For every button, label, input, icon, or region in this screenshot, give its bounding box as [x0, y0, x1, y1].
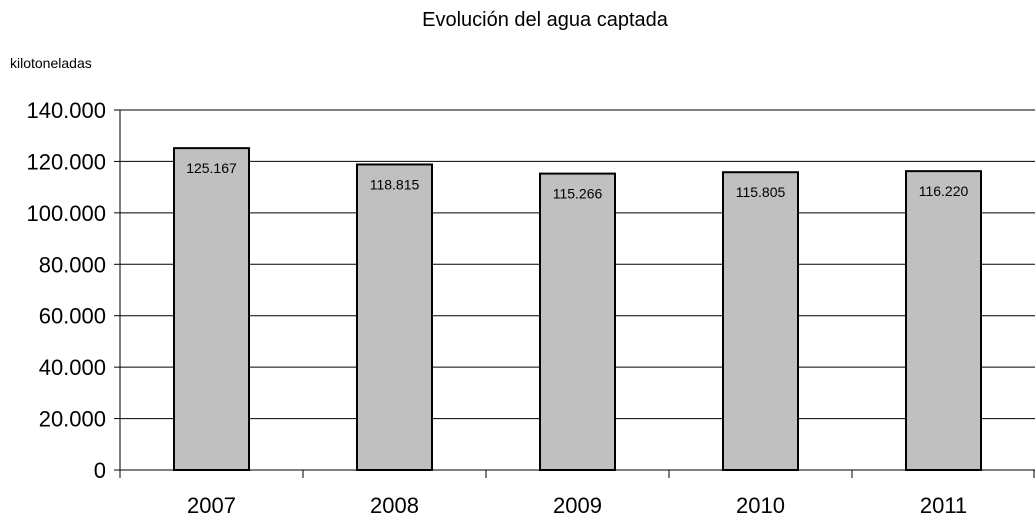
y-tick-label: 60.000 — [39, 304, 106, 329]
x-tick-label: 2007 — [187, 493, 236, 518]
y-axis-unit-label: kilotoneladas — [10, 55, 92, 71]
x-tick-label: 2009 — [553, 493, 602, 518]
bar — [173, 147, 250, 471]
chart-title: Evolución del agua captada — [422, 9, 669, 31]
bar — [722, 171, 799, 471]
y-tick-label: 40.000 — [39, 355, 106, 380]
bar-value-label: 125.167 — [186, 160, 237, 176]
bar-value-label: 116.220 — [919, 183, 969, 199]
y-tick-label: 140.000 — [26, 98, 106, 123]
labels: 0 20.000 40.000 60.000 80.000 100.000 120.000 1… — [26, 98, 968, 518]
y-tick-label: 80.000 — [39, 252, 106, 277]
y-tick-label: 0 — [94, 458, 106, 483]
x-tick-label: 2011 — [920, 493, 967, 518]
bars — [173, 147, 982, 472]
bar-value-label: 115.805 — [736, 184, 786, 200]
x-tick-label: 2008 — [370, 493, 419, 518]
bar-value-label: 115.266 — [553, 186, 603, 202]
bar — [905, 170, 982, 472]
axes — [114, 109, 1035, 478]
y-tick-label: 100.000 — [26, 201, 106, 226]
bar — [356, 163, 433, 471]
y-tick-label: 120.000 — [26, 149, 106, 174]
bar — [539, 172, 616, 471]
x-tick-label: 2010 — [736, 493, 785, 518]
y-tick-label: 20.000 — [39, 407, 106, 432]
bar-value-label: 118.815 — [370, 176, 420, 192]
